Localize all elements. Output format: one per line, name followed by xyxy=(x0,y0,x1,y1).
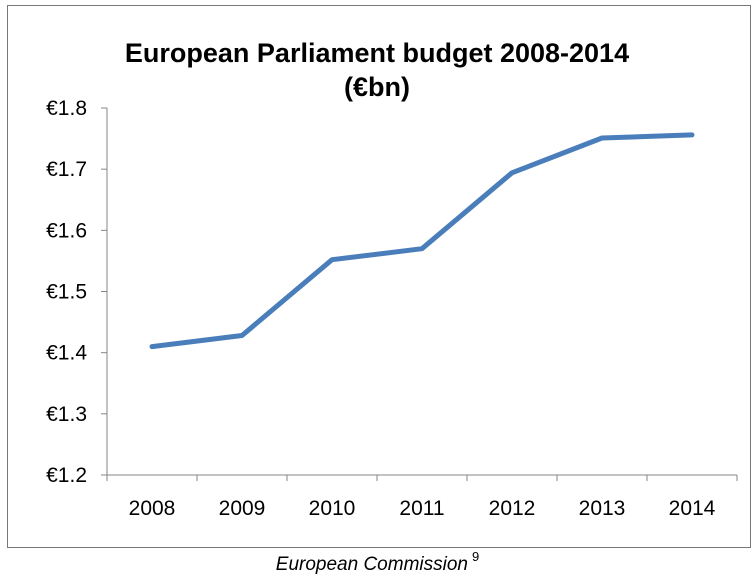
caption-footnote: 9 xyxy=(471,549,480,564)
x-tick-label: 2014 xyxy=(669,497,716,520)
series-line-1 xyxy=(149,132,695,350)
y-tick-label: €1.5 xyxy=(46,281,87,304)
x-tick-label: 2012 xyxy=(489,497,536,520)
y-tick-label: €1.7 xyxy=(46,158,87,181)
caption-source: European Commission xyxy=(275,554,468,575)
y-tick-label: €1.6 xyxy=(46,219,87,242)
x-tick-label: 2013 xyxy=(579,497,626,520)
y-tick-label: €1.4 xyxy=(46,342,87,365)
y-tick-label: €1.8 xyxy=(46,97,87,120)
x-tick-label: 2009 xyxy=(219,497,266,520)
x-tick-label: 2011 xyxy=(399,497,444,520)
chart-title-line-1: European Parliament budget 2008-2014 xyxy=(125,38,629,68)
chart-frame xyxy=(7,5,751,548)
x-tick-label: 2010 xyxy=(309,497,356,520)
y-tick-label: €1.2 xyxy=(46,464,87,487)
chart-title-line-2: (€bn) xyxy=(344,72,410,102)
y-tick-label: €1.3 xyxy=(46,403,87,426)
chart-caption: European Commission 9 xyxy=(0,549,755,576)
x-tick-label: 2008 xyxy=(129,497,176,520)
